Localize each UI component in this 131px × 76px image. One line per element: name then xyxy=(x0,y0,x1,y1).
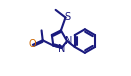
Text: N: N xyxy=(65,36,72,46)
Text: O: O xyxy=(28,39,36,49)
Text: S: S xyxy=(64,12,70,22)
Text: N: N xyxy=(58,44,66,54)
